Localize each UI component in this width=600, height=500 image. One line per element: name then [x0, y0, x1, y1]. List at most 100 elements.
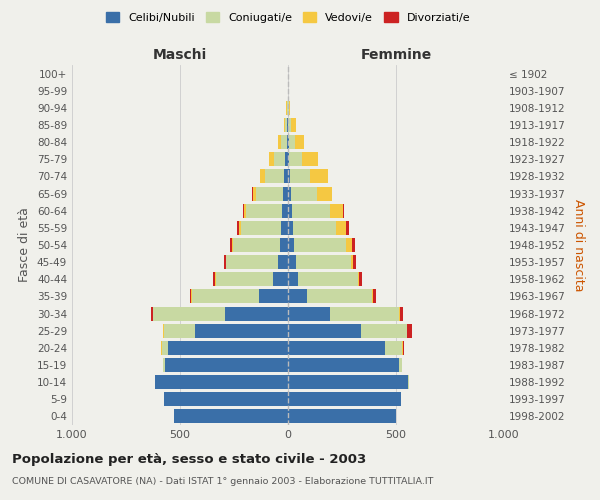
- Bar: [408, 375, 409, 389]
- Bar: [241, 221, 281, 235]
- Bar: [288, 290, 307, 304]
- Y-axis label: Fasce di età: Fasce di età: [19, 208, 31, 282]
- Y-axis label: Anni di nascita: Anni di nascita: [572, 198, 585, 291]
- Bar: [290, 186, 317, 200]
- Bar: [317, 186, 332, 200]
- Bar: [385, 341, 403, 355]
- Bar: [215, 272, 273, 286]
- Bar: [164, 392, 288, 406]
- Bar: [192, 290, 259, 304]
- Bar: [284, 118, 285, 132]
- Bar: [224, 255, 226, 269]
- Bar: [330, 306, 399, 320]
- Bar: [288, 358, 399, 372]
- Bar: [285, 118, 287, 132]
- Bar: [399, 358, 402, 372]
- Bar: [237, 221, 239, 235]
- Bar: [230, 238, 232, 252]
- Bar: [164, 324, 195, 338]
- Bar: [373, 290, 376, 304]
- Bar: [283, 186, 288, 200]
- Bar: [352, 238, 355, 252]
- Bar: [400, 306, 403, 320]
- Bar: [372, 290, 373, 304]
- Bar: [361, 324, 407, 338]
- Bar: [281, 135, 287, 149]
- Bar: [288, 170, 290, 183]
- Bar: [259, 290, 288, 304]
- Bar: [161, 341, 168, 355]
- Text: Popolazione per età, sesso e stato civile - 2003: Popolazione per età, sesso e stato civil…: [12, 452, 366, 466]
- Bar: [278, 255, 288, 269]
- Bar: [280, 238, 288, 252]
- Bar: [233, 238, 280, 252]
- Bar: [403, 341, 404, 355]
- Bar: [286, 152, 288, 166]
- Bar: [165, 358, 288, 372]
- Bar: [281, 221, 288, 235]
- Bar: [399, 306, 400, 320]
- Bar: [243, 204, 244, 218]
- Bar: [288, 341, 385, 355]
- Bar: [291, 118, 296, 132]
- Bar: [287, 118, 288, 132]
- Text: Femmine: Femmine: [361, 48, 431, 62]
- Bar: [269, 152, 274, 166]
- Bar: [307, 290, 372, 304]
- Bar: [302, 152, 318, 166]
- Bar: [358, 272, 359, 286]
- Bar: [289, 135, 295, 149]
- Bar: [288, 410, 396, 424]
- Bar: [288, 238, 294, 252]
- Bar: [288, 221, 293, 235]
- Bar: [253, 186, 256, 200]
- Bar: [288, 152, 289, 166]
- Bar: [353, 255, 356, 269]
- Bar: [274, 152, 286, 166]
- Bar: [226, 255, 278, 269]
- Bar: [298, 272, 358, 286]
- Bar: [288, 375, 408, 389]
- Bar: [288, 135, 289, 149]
- Bar: [288, 272, 298, 286]
- Bar: [284, 170, 288, 183]
- Bar: [282, 204, 288, 218]
- Bar: [239, 221, 241, 235]
- Bar: [343, 204, 344, 218]
- Bar: [407, 324, 412, 338]
- Bar: [346, 221, 349, 235]
- Bar: [350, 255, 353, 269]
- Bar: [346, 238, 352, 252]
- Bar: [244, 204, 247, 218]
- Bar: [168, 341, 288, 355]
- Bar: [294, 238, 346, 252]
- Bar: [151, 306, 152, 320]
- Bar: [247, 204, 282, 218]
- Text: COMUNE DI CASAVATORE (NA) - Dati ISTAT 1° gennaio 2003 - Elaborazione TUTTITALIA: COMUNE DI CASAVATORE (NA) - Dati ISTAT 1…: [12, 478, 433, 486]
- Bar: [232, 238, 233, 252]
- Bar: [296, 255, 350, 269]
- Bar: [288, 324, 361, 338]
- Bar: [288, 204, 292, 218]
- Bar: [288, 101, 289, 115]
- Bar: [288, 306, 330, 320]
- Bar: [293, 221, 336, 235]
- Legend: Celibi/Nubili, Coniugati/e, Vedovi/e, Divorziati/e: Celibi/Nubili, Coniugati/e, Vedovi/e, Di…: [101, 8, 475, 27]
- Bar: [173, 410, 288, 424]
- Bar: [359, 272, 362, 286]
- Bar: [289, 152, 302, 166]
- Bar: [273, 272, 288, 286]
- Bar: [288, 255, 296, 269]
- Bar: [310, 170, 328, 183]
- Bar: [195, 324, 288, 338]
- Bar: [155, 375, 288, 389]
- Bar: [292, 204, 329, 218]
- Bar: [256, 186, 283, 200]
- Bar: [288, 392, 401, 406]
- Bar: [295, 135, 304, 149]
- Bar: [163, 358, 165, 372]
- Bar: [329, 204, 343, 218]
- Bar: [226, 306, 288, 320]
- Bar: [153, 306, 226, 320]
- Bar: [278, 135, 281, 149]
